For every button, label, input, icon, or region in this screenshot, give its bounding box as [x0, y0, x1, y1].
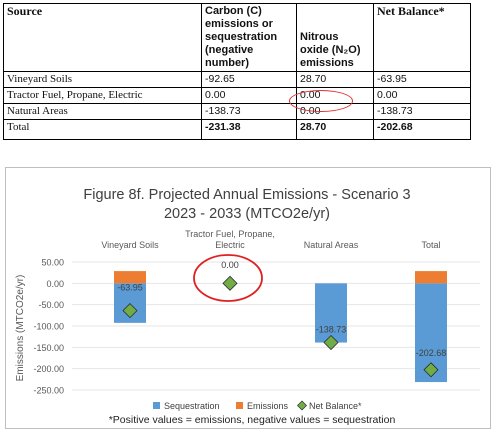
emissions-table: Source Carbon (C) emissions or sequestra…	[3, 3, 471, 140]
net-balance-marker	[222, 275, 238, 291]
chart-frame	[5, 167, 491, 429]
row-nitrous: 28.70	[296, 71, 374, 88]
y-tick-label: -50.00	[38, 300, 64, 310]
category-label: Tractor Fuel, Propane, Electric	[185, 229, 275, 250]
header-carbon: Carbon (C) emissions or sequestration (n…	[201, 3, 297, 72]
legend-label: Emissions	[247, 401, 289, 411]
row-net: -63.95	[373, 71, 471, 88]
table-row-total: Total -231.38 28.70 -202.68	[3, 119, 471, 140]
data-label: -63.95	[117, 283, 143, 293]
table-row: Tractor Fuel, Propane, Electric 0.00 0.0…	[3, 87, 471, 104]
y-tick-labels: 50.00 0.00 -50.00 -100.00 -150.00 -200.00 -250…	[33, 258, 64, 396]
row-source: Total	[3, 119, 202, 140]
chart-footnote: *Positive values = emissions, negative v…	[109, 414, 396, 426]
category-labels: Vineyard Soils Tractor Fuel, Propane, Elec…	[101, 229, 440, 250]
y-tick-label: -150.00	[33, 343, 64, 353]
legend-swatch	[236, 402, 243, 409]
y-tick-label: -250.00	[33, 386, 64, 396]
legend-swatch	[153, 402, 160, 409]
category-label: Natural Areas	[304, 240, 359, 250]
legend-swatch	[297, 400, 307, 411]
data-label: 0.00	[221, 260, 239, 270]
data-label: -202.68	[416, 348, 447, 358]
data-label: -138.73	[316, 324, 347, 334]
y-tick-label: -200.00	[33, 364, 64, 374]
row-nitrous: 28.70	[296, 119, 374, 140]
row-carbon: -231.38	[201, 119, 297, 140]
net-markers	[122, 275, 439, 378]
header-nitrous: Nitrous oxide (N₂O) emissions	[296, 3, 374, 72]
net-balance-marker	[423, 362, 439, 378]
table-row: Vineyard Soils -92.65 28.70 -63.95	[3, 71, 471, 88]
header-source: Source	[3, 3, 202, 72]
bars	[114, 271, 447, 383]
data-labels: -63.95 0.00 -138.73 -202.68	[117, 260, 446, 358]
legend: Sequestration Emissions Net Balance*	[153, 400, 362, 411]
row-net: 0.00	[373, 87, 471, 104]
chart-highlight-circle	[193, 254, 263, 302]
sequestration-bar	[315, 283, 347, 343]
category-label: Vineyard Soils	[101, 240, 159, 250]
y-tick-label: 50.00	[41, 258, 64, 268]
chart-title: Figure 8f. Projected Annual Emissions - …	[83, 187, 410, 203]
legend-label: Sequestration	[164, 401, 220, 411]
emissions-bar	[415, 271, 447, 284]
category-label: Total	[421, 240, 440, 250]
row-net: -202.68	[373, 119, 471, 140]
net-balance-marker	[323, 334, 339, 351]
legend-label: Net Balance*	[309, 401, 362, 411]
table-highlight-circle	[289, 90, 353, 112]
chart-subtitle: 2023 - 2033 (MTCO2e/yr)	[164, 206, 330, 222]
net-balance-marker	[122, 303, 138, 319]
emissions-bar	[114, 271, 146, 284]
y-axis-label: Emissions (MTCO2e/yr)	[15, 275, 26, 382]
table-header-row: Source Carbon (C) emissions or sequestra…	[3, 3, 471, 72]
y-tick-label: 0.00	[46, 279, 64, 289]
y-tick-label: -100.00	[33, 322, 64, 332]
y-gridlines	[72, 261, 480, 391]
